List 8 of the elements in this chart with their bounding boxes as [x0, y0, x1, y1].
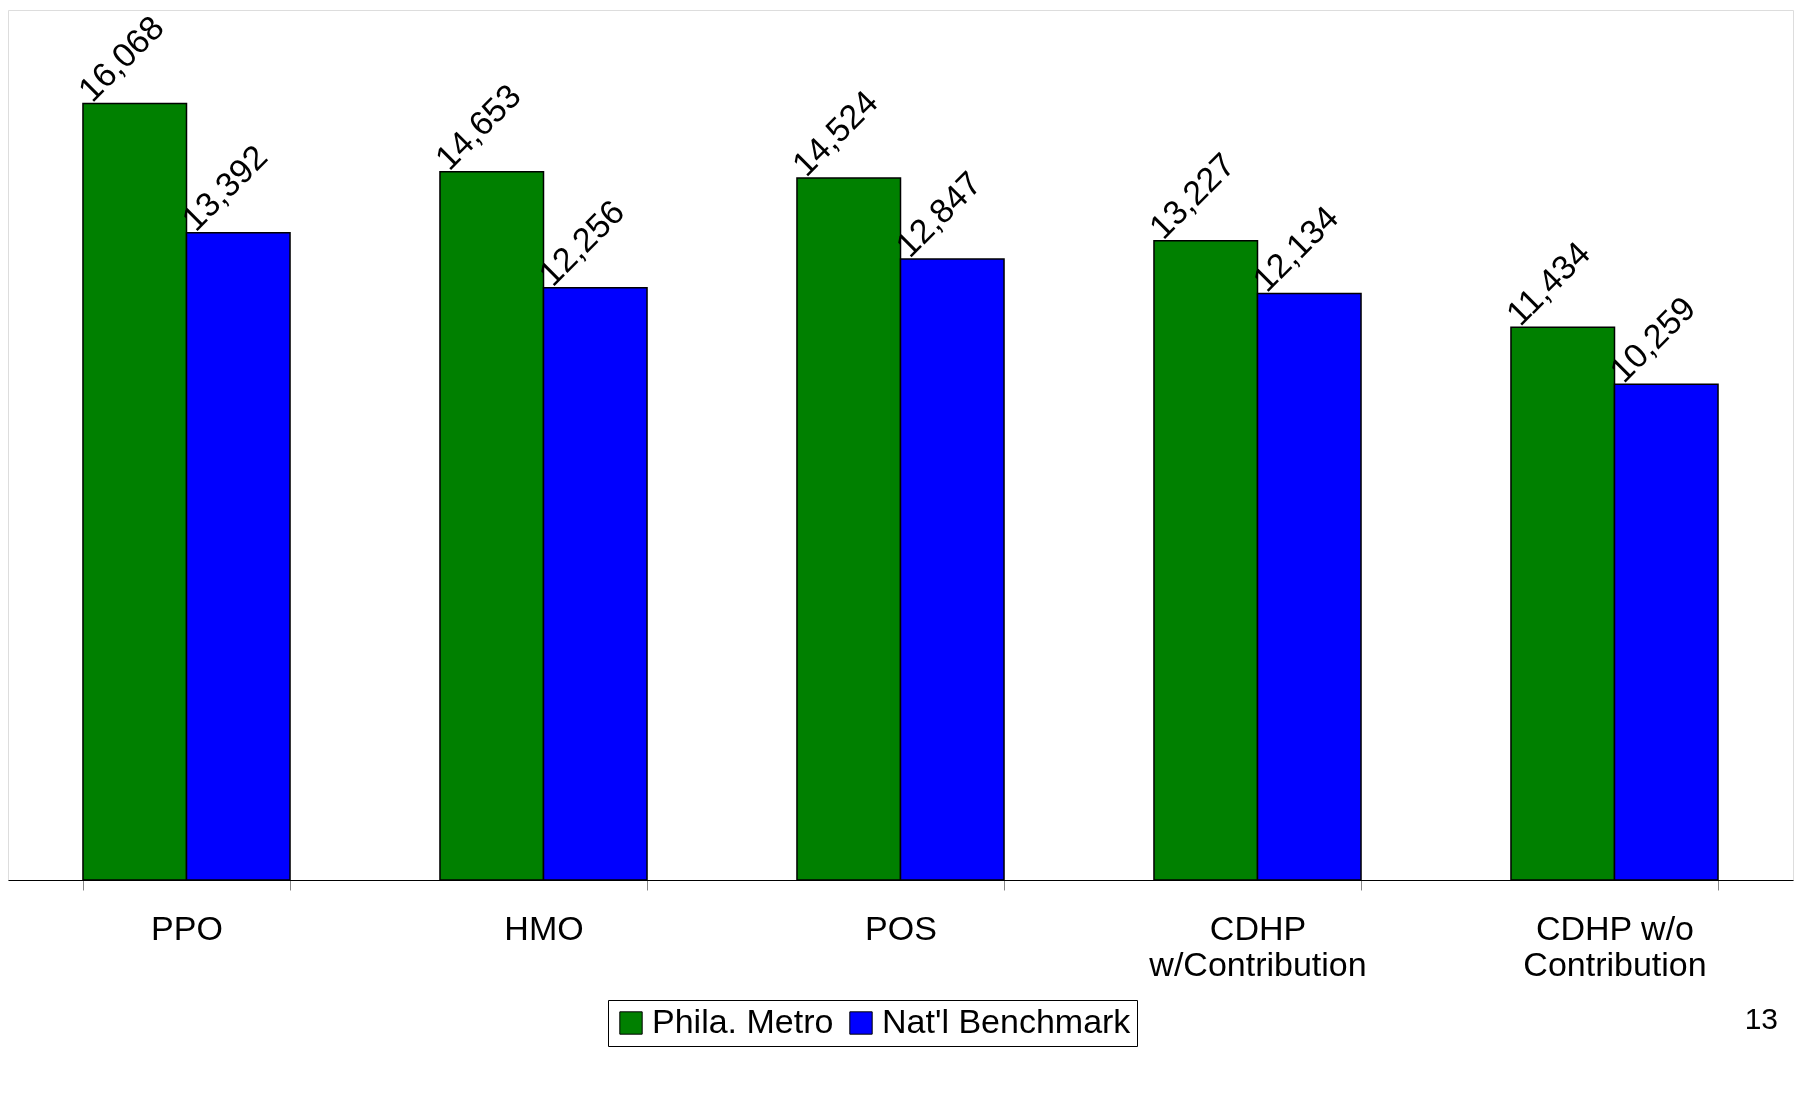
x-tick-label: POS	[865, 908, 937, 947]
x-tick-label: PPO	[151, 908, 223, 947]
x-tick-label: HMO	[504, 908, 584, 947]
legend-label: Phila. Metro	[652, 1002, 834, 1040]
x-tick-label: CDHP w/Contribution	[1148, 908, 1367, 983]
x-tick-label: CDHP w/o Contribution	[1523, 908, 1707, 983]
legend-label: Nat'l Benchmark	[882, 1002, 1132, 1040]
text: 13	[1744, 1002, 1778, 1035]
